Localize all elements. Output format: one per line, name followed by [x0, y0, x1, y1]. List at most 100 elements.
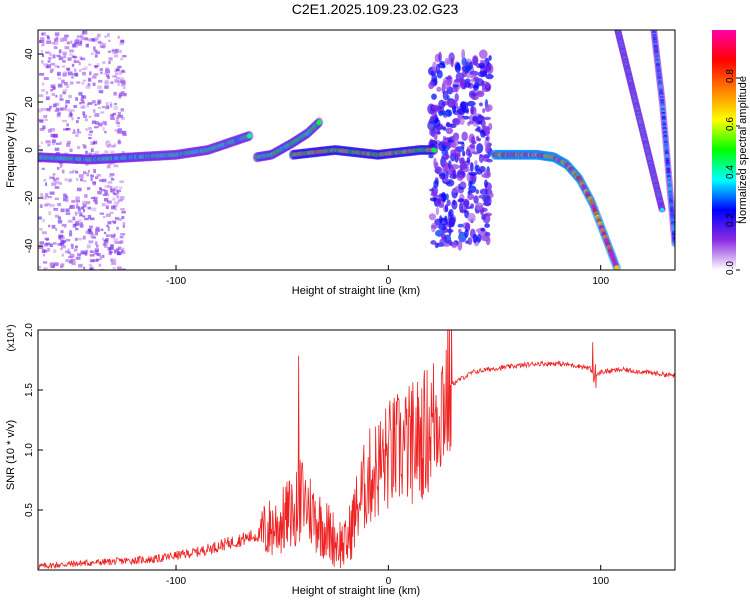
heatmap-cell [118, 94, 122, 99]
heatmap-cell [104, 192, 108, 196]
heatmap-cell [84, 218, 89, 221]
heatmap-cell [42, 231, 47, 235]
heatmap-cell [42, 254, 46, 257]
heatmap-cell [102, 43, 106, 47]
heatmap-cell [117, 80, 123, 84]
heatmap-cell [80, 36, 85, 40]
heatmap-cell [52, 103, 57, 108]
heatmap-cell [51, 93, 55, 96]
heatmap-cell [75, 170, 79, 174]
heatmap-cell [73, 129, 76, 133]
heatmap-cell [54, 102, 60, 106]
heatmap-cell [76, 202, 79, 207]
heatmap-cell [89, 217, 95, 221]
heatmap-cell [98, 41, 103, 45]
spectrogram-y-tick-label: -20 [24, 190, 35, 205]
heatmap-cell [120, 208, 125, 211]
heatmap-cell [95, 51, 101, 54]
heatmap-cell [465, 240, 469, 244]
heatmap-cell [115, 76, 120, 79]
heatmap-cell [485, 81, 490, 88]
heatmap-cell [89, 71, 92, 76]
heatmap-cell [60, 245, 66, 249]
heatmap-cell [114, 79, 119, 83]
heatmap-cell [114, 240, 120, 244]
heatmap-cell [478, 49, 488, 59]
spectrogram-y-tick-label: 20 [24, 96, 35, 108]
heatmap-cell [96, 253, 101, 257]
heatmap-cell [44, 193, 49, 198]
heatmap-cell [48, 57, 52, 60]
heatmap-cell [485, 235, 491, 246]
heatmap-cell [88, 240, 94, 244]
heatmap-cell [85, 201, 91, 205]
heatmap-cell [75, 245, 78, 249]
heatmap-cell [90, 148, 94, 153]
heatmap-cell [111, 49, 116, 52]
heatmap-cell [431, 74, 438, 83]
heatmap-cell [69, 205, 73, 209]
heatmap-cell [81, 68, 86, 71]
heatmap-cell [78, 92, 83, 96]
heatmap-cell [113, 112, 117, 116]
heatmap-cell [447, 99, 456, 108]
heatmap-cell [113, 192, 118, 196]
heatmap-cell [87, 206, 92, 210]
heatmap-cell [112, 197, 116, 201]
heatmap-cell [73, 248, 78, 252]
heatmap-cell [66, 143, 71, 147]
heatmap-cell [463, 200, 470, 207]
heatmap-cell [61, 237, 66, 240]
heatmap-cell [438, 110, 444, 117]
heatmap-cell [69, 81, 74, 85]
heatmap-cell [482, 155, 490, 162]
snr-y-tick-label: 0.5 [24, 503, 35, 517]
heatmap-cell [119, 235, 124, 239]
heatmap-cell [485, 136, 489, 141]
heatmap-cell [121, 268, 126, 270]
heatmap-cell [101, 237, 105, 241]
heatmap-cell [482, 108, 486, 114]
heatmap-cell [485, 73, 494, 80]
heatmap-cell [457, 157, 465, 162]
heatmap-cell [64, 225, 67, 229]
heatmap-cell [438, 223, 447, 231]
heatmap-cell [64, 250, 70, 254]
heatmap-cell [78, 263, 83, 268]
heatmap-cell [478, 62, 486, 69]
heatmap-cell [443, 100, 450, 106]
heatmap-cell [121, 151, 125, 154]
heatmap-cell [44, 63, 49, 67]
heatmap-cell [97, 122, 103, 127]
heatmap-cell [465, 148, 471, 157]
heatmap-cell [47, 143, 51, 147]
heatmap-cell [47, 36, 50, 40]
heatmap-cell [57, 76, 62, 80]
figure-title: C2E1.2025.109.23.02.G23 [292, 1, 459, 17]
heatmap-cell [47, 60, 51, 63]
heatmap-cell [105, 193, 110, 197]
heatmap-cell [84, 194, 88, 198]
heatmap-cell [107, 33, 110, 37]
heatmap-cell [121, 130, 127, 135]
heatmap-cell [113, 92, 117, 96]
heatmap-cell [461, 78, 466, 88]
heatmap-cell [103, 239, 108, 242]
spectrogram-x-tick-label: 0 [386, 276, 392, 287]
heatmap-cell [115, 120, 120, 124]
heatmap-cell [70, 113, 73, 117]
heatmap-cell [115, 248, 120, 252]
heatmap-cell [97, 99, 102, 103]
heatmap-cell [462, 150, 466, 157]
heatmap-cell [106, 140, 110, 144]
heatmap-cell [75, 38, 79, 42]
heatmap-cell [82, 111, 86, 116]
heatmap-cell [55, 228, 58, 232]
heatmap-cell [475, 90, 483, 96]
heatmap-cell [40, 37, 45, 41]
heatmap-cell [61, 253, 64, 257]
heatmap-cell [72, 131, 76, 134]
heatmap-cell [56, 54, 61, 57]
heatmap-cell [109, 186, 113, 190]
heatmap-cell [113, 249, 117, 254]
